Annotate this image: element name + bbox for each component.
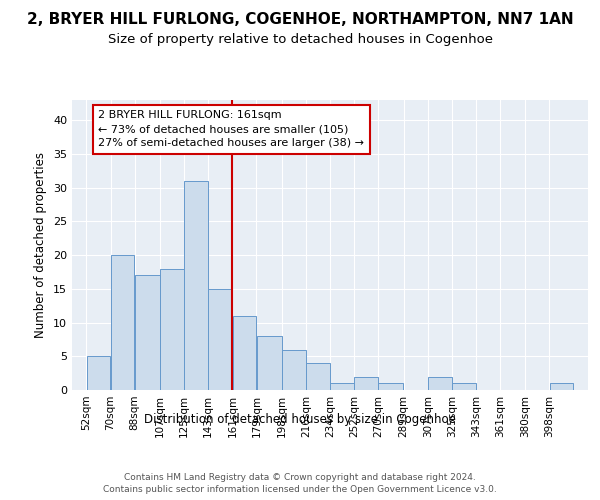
Y-axis label: Number of detached properties: Number of detached properties [34, 152, 47, 338]
Text: 2 BRYER HILL FURLONG: 161sqm
← 73% of detached houses are smaller (105)
27% of s: 2 BRYER HILL FURLONG: 161sqm ← 73% of de… [98, 110, 364, 148]
Bar [330, 384, 354, 390]
Bar [428, 376, 452, 390]
Bar [135, 276, 160, 390]
Bar [452, 384, 476, 390]
Bar [233, 316, 256, 390]
Bar [379, 384, 403, 390]
Bar [184, 181, 208, 390]
Text: Contains public sector information licensed under the Open Government Licence v3: Contains public sector information licen… [103, 485, 497, 494]
Text: Size of property relative to detached houses in Cogenhoe: Size of property relative to detached ho… [107, 32, 493, 46]
Bar [160, 268, 184, 390]
Bar [111, 255, 134, 390]
Text: Contains HM Land Registry data © Crown copyright and database right 2024.: Contains HM Land Registry data © Crown c… [124, 472, 476, 482]
Bar [86, 356, 110, 390]
Bar [257, 336, 281, 390]
Bar [208, 289, 232, 390]
Text: Distribution of detached houses by size in Cogenhoe: Distribution of detached houses by size … [144, 412, 456, 426]
Bar [550, 384, 574, 390]
Bar [282, 350, 305, 390]
Text: 2, BRYER HILL FURLONG, COGENHOE, NORTHAMPTON, NN7 1AN: 2, BRYER HILL FURLONG, COGENHOE, NORTHAM… [26, 12, 574, 28]
Bar [355, 376, 378, 390]
Bar [306, 363, 330, 390]
